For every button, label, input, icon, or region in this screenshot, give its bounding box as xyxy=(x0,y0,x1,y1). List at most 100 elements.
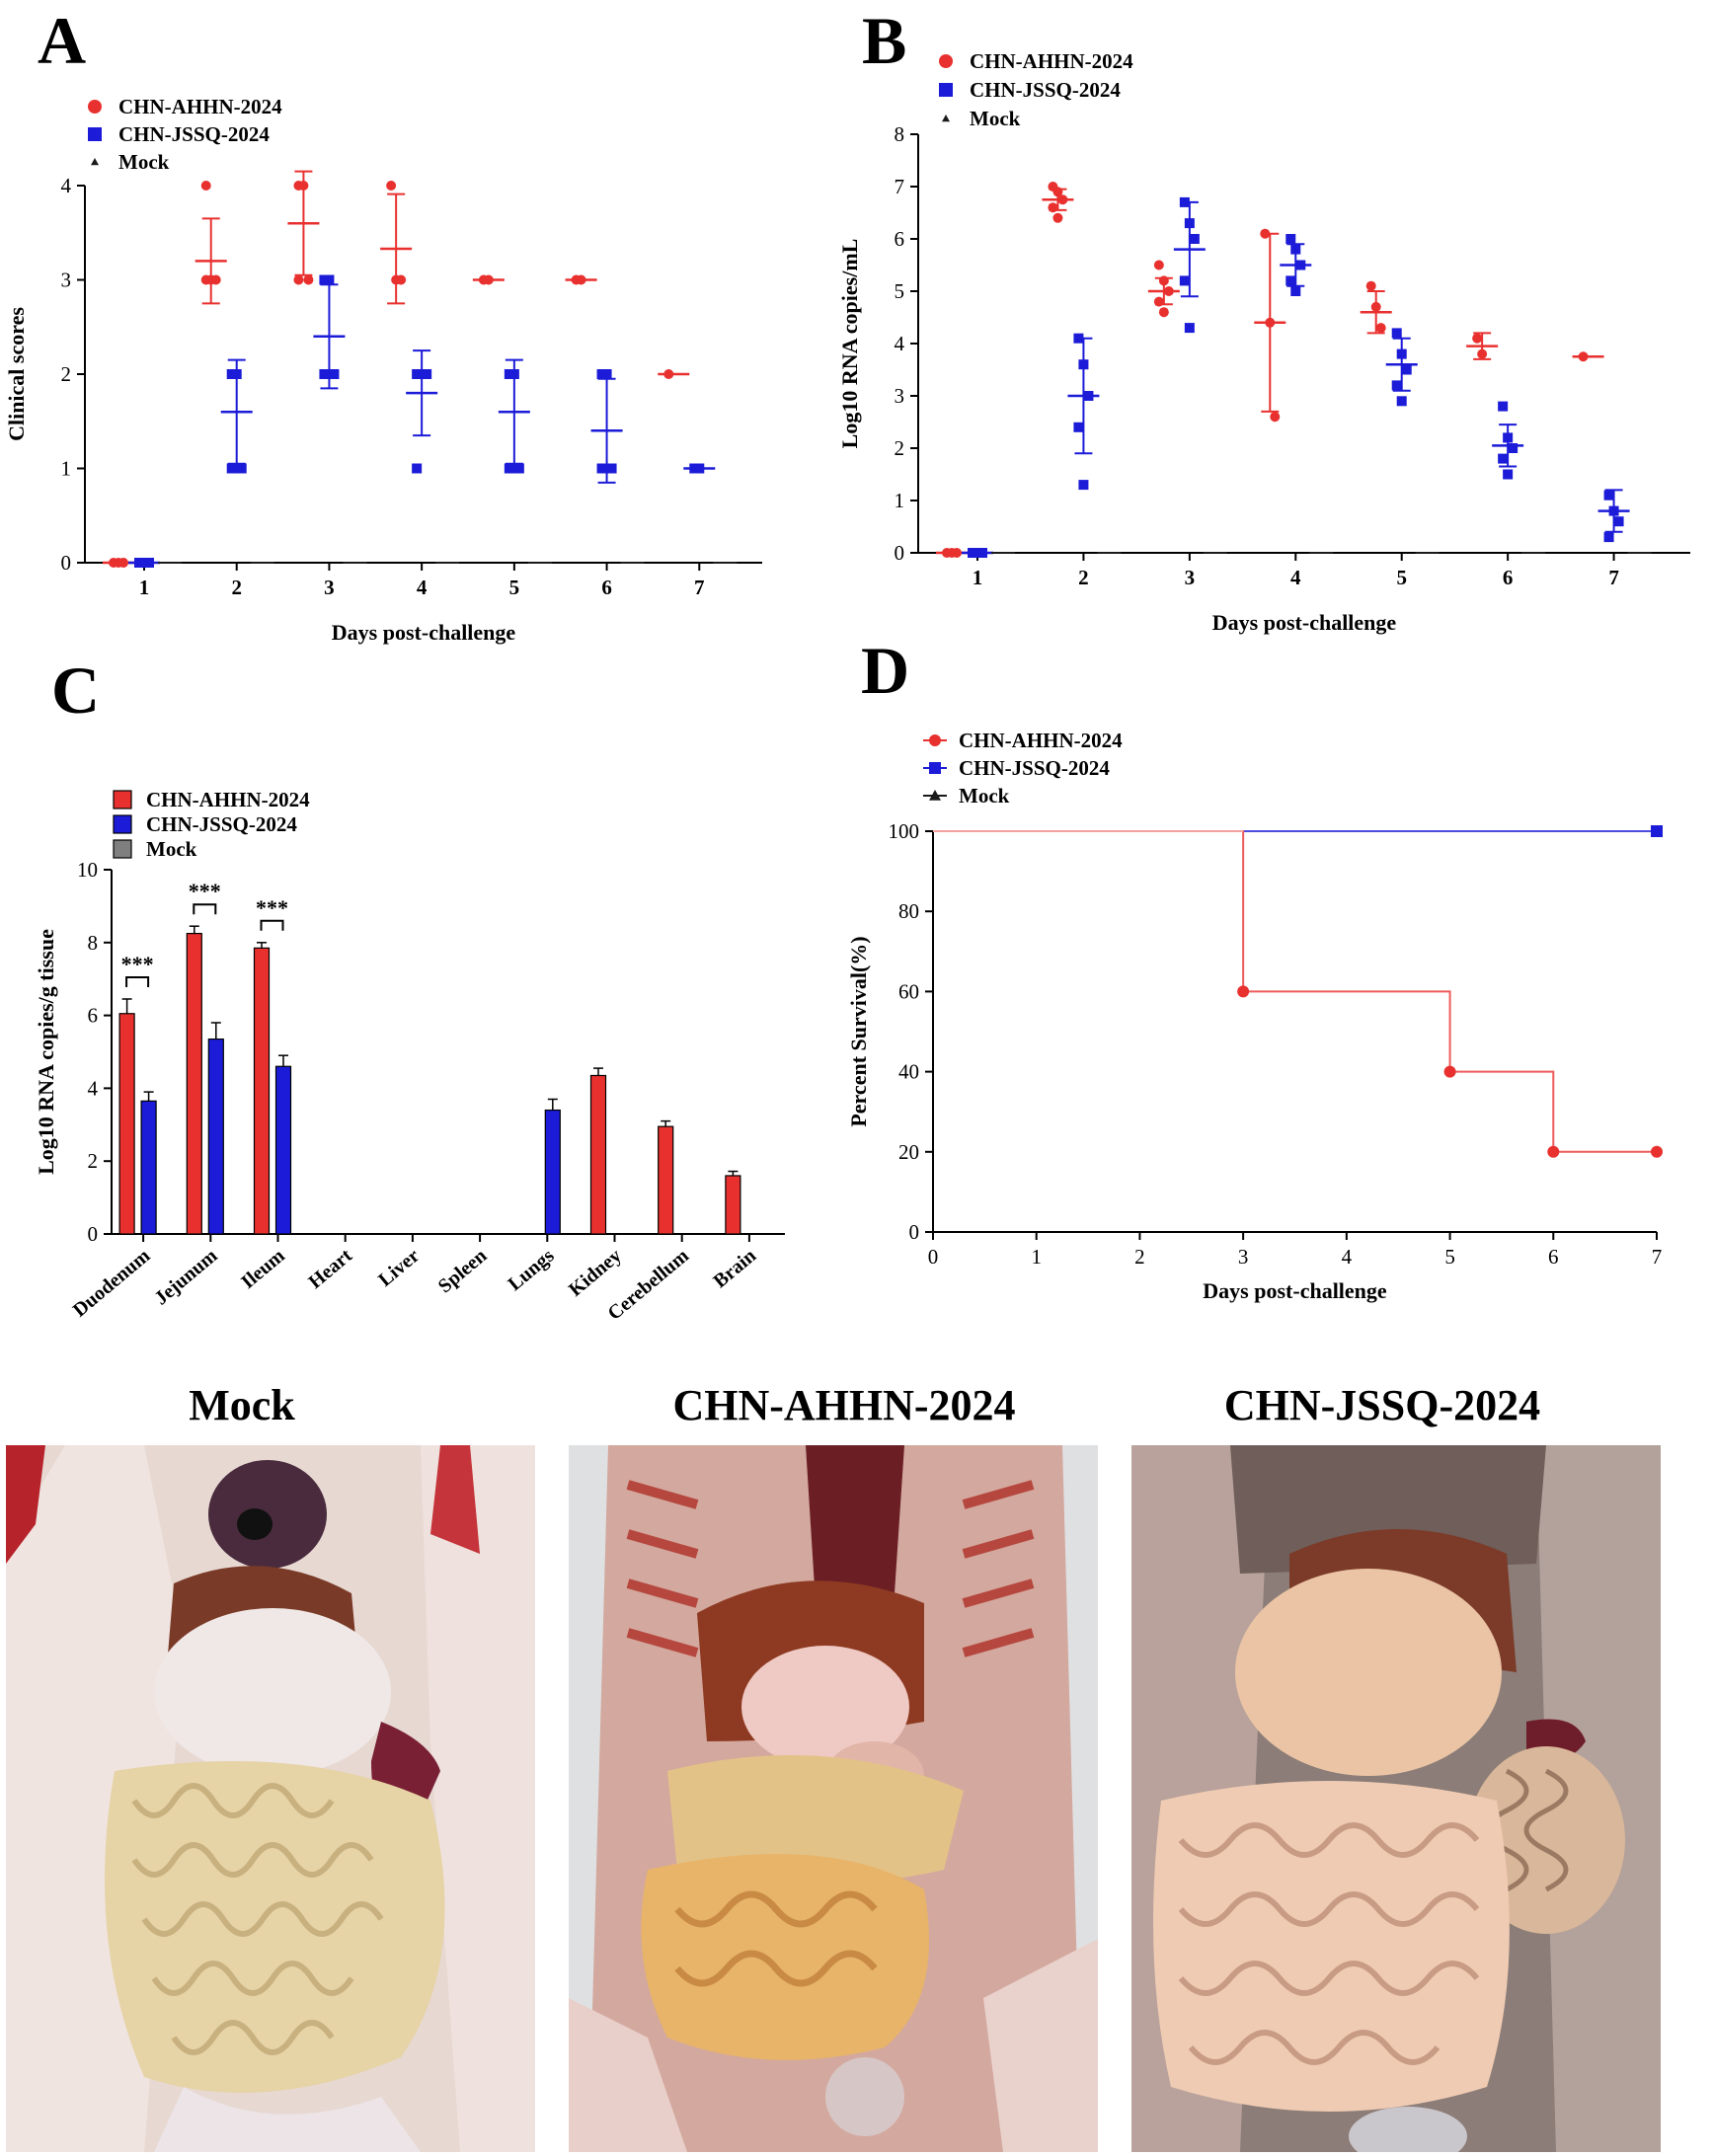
significance-label: *** xyxy=(189,879,221,903)
data-point xyxy=(1078,359,1089,370)
y-tick-label: 0 xyxy=(88,1222,99,1246)
data-point xyxy=(1285,234,1296,244)
data-point xyxy=(508,369,519,379)
data-point xyxy=(1295,260,1306,270)
y-tick-label: 3 xyxy=(61,269,72,292)
necropsy-photo-jssq xyxy=(1131,1445,1661,2152)
x-tick-label: 2 xyxy=(1134,1245,1145,1269)
data-point xyxy=(1163,286,1174,296)
data-point xyxy=(1608,505,1619,516)
significance-label: *** xyxy=(256,895,288,920)
x-tick-label: 5 xyxy=(1396,566,1407,589)
legend-marker xyxy=(942,115,950,122)
data-point xyxy=(1365,280,1376,291)
x-tick-label: 6 xyxy=(1503,566,1514,589)
necropsy-photo-ahhn xyxy=(569,1445,1098,2152)
data-point xyxy=(1265,317,1276,328)
x-tick-label: Brain xyxy=(710,1245,761,1292)
x-tick-label: 5 xyxy=(1444,1245,1455,1269)
bar xyxy=(589,1074,607,1235)
data-point xyxy=(1401,364,1412,375)
y-tick-label: 0 xyxy=(909,1220,920,1244)
y-tick-label: 60 xyxy=(898,979,919,1003)
data-point xyxy=(1508,443,1518,453)
significance-bracket xyxy=(193,903,217,915)
survival-marker xyxy=(1547,1145,1560,1158)
bar xyxy=(274,1065,292,1235)
bar xyxy=(658,1125,674,1235)
data-point xyxy=(118,558,128,568)
charts-canvas: 0 1 2 3 4 1 2 3 4 5 6 7 Days post-challenge Clinical … xyxy=(4,49,1690,1325)
x-tick-label: 3 xyxy=(1238,1245,1249,1269)
x-tick-label: Heart xyxy=(304,1245,356,1293)
data-point xyxy=(1472,333,1483,344)
data-point xyxy=(1290,244,1301,255)
data-point xyxy=(396,274,407,285)
data-point xyxy=(1498,453,1509,464)
data-point xyxy=(386,181,397,191)
survival-marker xyxy=(1651,1145,1663,1158)
y-tick-label: 5 xyxy=(895,279,905,303)
data-point xyxy=(1375,323,1386,334)
panel-label-c: C xyxy=(51,653,101,728)
data-point xyxy=(1078,480,1089,491)
data-point xyxy=(293,274,304,285)
data-point xyxy=(1073,333,1084,344)
y-tick-label: 2 xyxy=(61,362,72,386)
data-point xyxy=(1477,348,1488,359)
data-point xyxy=(1391,380,1402,391)
data-point xyxy=(1503,432,1514,443)
data-point xyxy=(1048,202,1058,213)
legend-label: CHN-JSSQ-2024 xyxy=(118,122,270,146)
x-tick-label: 4 xyxy=(1290,566,1301,589)
significance-label: *** xyxy=(121,952,154,976)
x-tick-label: Lungs xyxy=(504,1245,558,1295)
legend-marker xyxy=(88,100,102,114)
x-tick-label: 2 xyxy=(1078,566,1089,589)
x-tick-label: 7 xyxy=(694,576,705,599)
data-point xyxy=(1057,194,1068,205)
y-axis-title: Clinical scores xyxy=(4,307,29,441)
y-axis-title: Log10 RNA copies/g tissue xyxy=(34,929,58,1175)
data-point xyxy=(422,369,432,379)
legend-marker xyxy=(91,158,99,166)
data-point xyxy=(1270,412,1281,423)
y-tick-label: 0 xyxy=(61,551,72,575)
x-tick-label: 7 xyxy=(1608,566,1619,589)
data-point xyxy=(303,274,314,285)
data-point xyxy=(1158,275,1169,286)
legend-swatch xyxy=(113,790,132,809)
data-point xyxy=(1083,391,1094,401)
x-axis-title: Days post-challenge xyxy=(1212,610,1397,635)
data-point xyxy=(952,548,962,558)
data-point xyxy=(1370,301,1381,312)
data-point xyxy=(1260,228,1271,239)
data-point xyxy=(1052,187,1063,197)
legend-label: CHN-AHHN-2024 xyxy=(970,49,1133,73)
data-point xyxy=(1189,234,1200,244)
panel-label-a: A xyxy=(38,3,87,78)
y-tick-label: 80 xyxy=(898,899,919,923)
x-tick-label: 1 xyxy=(973,566,983,589)
y-axis-title: Log10 RNA copies/mL xyxy=(837,239,862,449)
y-tick-label: 20 xyxy=(898,1140,919,1164)
bar xyxy=(118,1013,135,1235)
data-point xyxy=(1158,307,1169,318)
y-tick-label: 100 xyxy=(889,819,920,843)
x-tick-label: 7 xyxy=(1652,1245,1663,1269)
y-tick-label: 1 xyxy=(61,457,72,481)
data-point xyxy=(231,463,242,474)
legend-swatch xyxy=(113,839,132,859)
y-tick-label: 4 xyxy=(61,174,72,197)
survival-marker xyxy=(1443,1065,1456,1078)
x-tick-label: Liver xyxy=(374,1245,424,1291)
data-point xyxy=(601,369,612,379)
x-tick-label: 4 xyxy=(417,576,428,599)
data-point xyxy=(1073,422,1084,432)
legend-label: CHN-AHHN-2024 xyxy=(959,729,1123,752)
data-point xyxy=(144,558,154,568)
x-tick-label: Jejunum xyxy=(150,1245,221,1310)
legend-label: CHN-JSSQ-2024 xyxy=(970,78,1121,102)
data-point xyxy=(1290,286,1301,296)
data-point xyxy=(1603,490,1614,500)
